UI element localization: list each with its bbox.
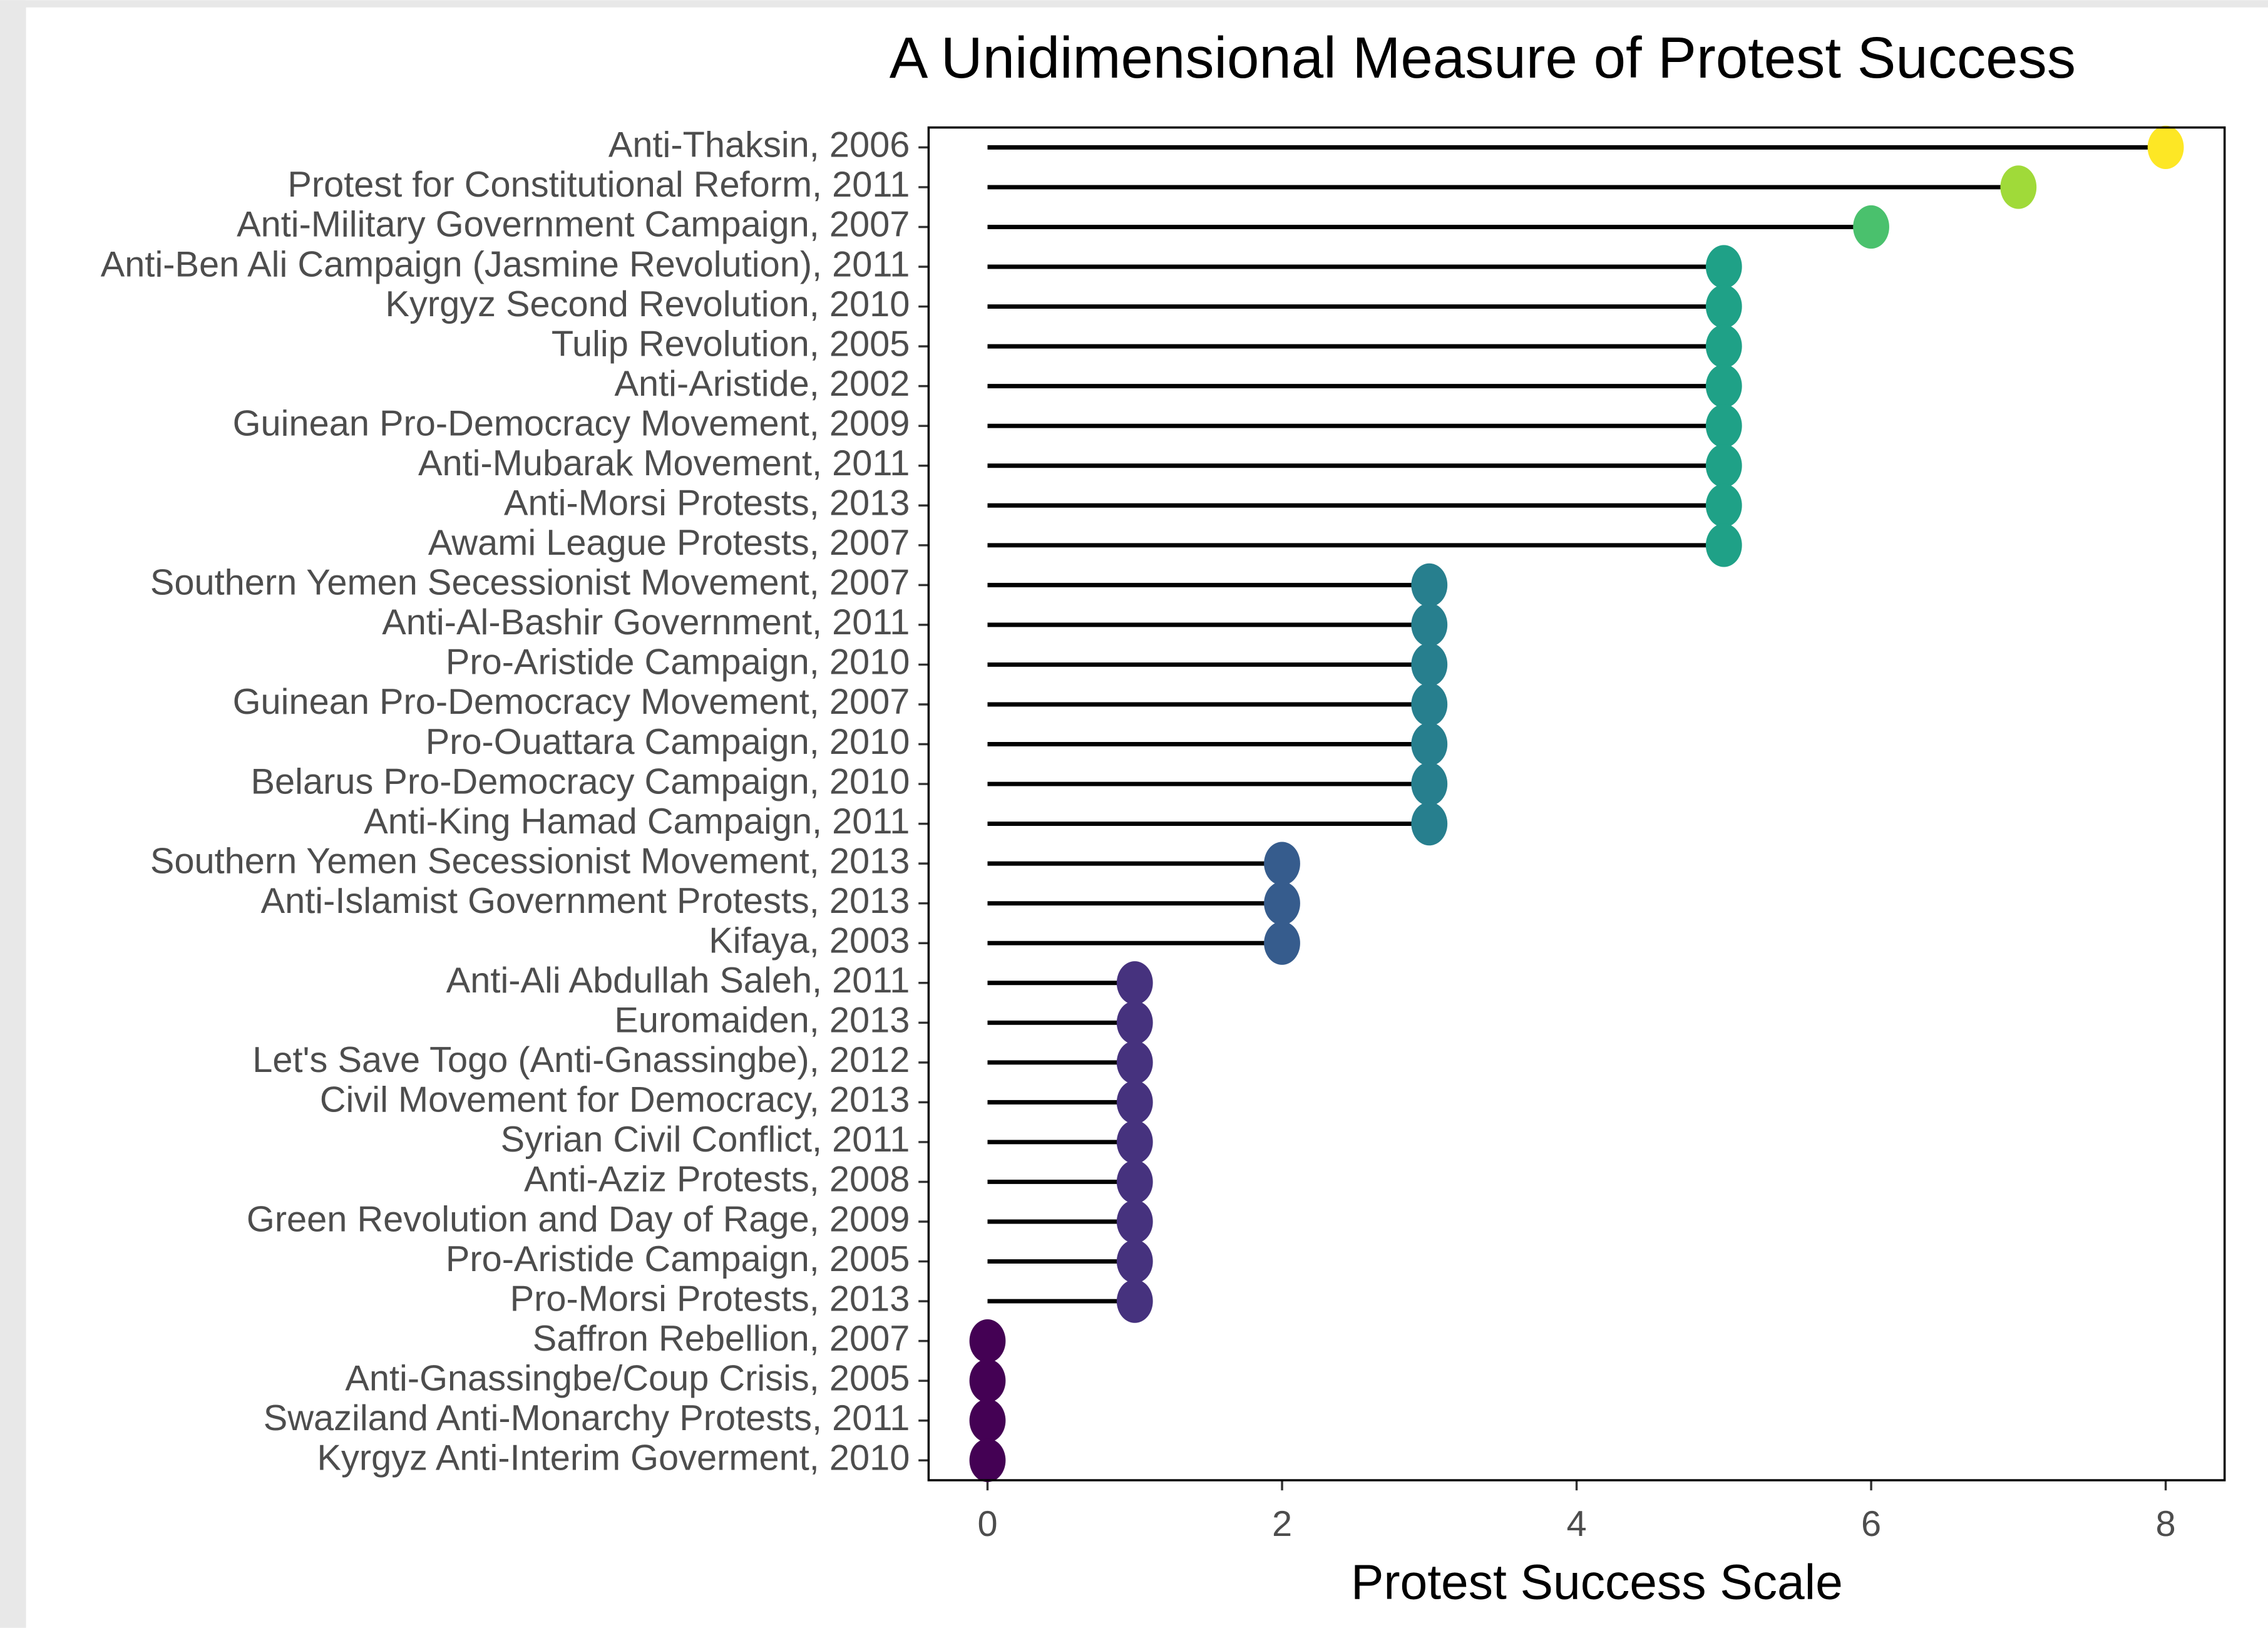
- x-tick-label: 0: [977, 1504, 997, 1544]
- dot: [1705, 364, 1742, 408]
- dot: [1411, 722, 1448, 766]
- y-tick-label: Kifaya, 2003: [709, 920, 910, 961]
- y-tick-label: Guinean Pro-Democracy Movement, 2009: [233, 403, 910, 443]
- dot: [1264, 842, 1300, 885]
- dot: [1116, 1041, 1153, 1084]
- y-tick-label: Swaziland Anti-Monarchy Protests, 2011: [264, 1398, 910, 1438]
- dot: [1705, 245, 1742, 289]
- dot: [1411, 801, 1448, 846]
- y-tick-label: Saffron Rebellion, 2007: [533, 1319, 910, 1359]
- y-tick-label: Awami League Protests, 2007: [428, 523, 910, 563]
- top-strip: [0, 0, 2268, 8]
- dot: [1705, 404, 1742, 448]
- y-tick-label: Anti-Aziz Protests, 2008: [524, 1160, 910, 1200]
- dot: [1116, 1080, 1153, 1125]
- dot: [1411, 603, 1448, 647]
- x-tick-label: 2: [1272, 1504, 1292, 1544]
- panel-border: [927, 126, 2226, 1481]
- y-tick-label: Anti-Military Government Campaign, 2007: [237, 205, 910, 245]
- dot: [1116, 1279, 1153, 1323]
- x-tick-label: 4: [1566, 1504, 1586, 1544]
- y-tick-label: Protest for Constitutional Reform, 2011: [287, 165, 910, 205]
- left-strip: [0, 0, 26, 1628]
- y-tick-label: Anti-Al-Bashir Government, 2011: [382, 602, 910, 642]
- dot: [1411, 563, 1448, 607]
- dot: [2147, 125, 2184, 170]
- dot: [1116, 1001, 1153, 1044]
- y-tick-label: Anti-Ben Ali Campaign (Jasmine Revolutio…: [101, 244, 910, 284]
- y-tick-label: Kyrgyz Second Revolution, 2010: [385, 284, 910, 324]
- y-tick-label: Anti-King Hamad Campaign, 2011: [364, 801, 910, 842]
- dot: [969, 1399, 1006, 1443]
- dot: [1264, 882, 1300, 925]
- dot: [1411, 762, 1448, 806]
- dot: [1116, 1239, 1153, 1284]
- y-tick-label: Anti-Mubarak Movement, 2011: [418, 443, 910, 483]
- dot: [1853, 205, 1889, 249]
- y-tick-label: Euromaiden, 2013: [614, 1001, 910, 1041]
- x-tick-label: 8: [2156, 1504, 2176, 1544]
- dot: [1705, 284, 1742, 329]
- dot: [969, 1438, 1006, 1482]
- dot: [2000, 165, 2037, 209]
- dot: [1411, 683, 1448, 726]
- dot: [1411, 642, 1448, 687]
- dot: [1705, 444, 1742, 488]
- y-tick-label: Tulip Revolution, 2005: [552, 324, 910, 364]
- y-tick-label: Pro-Aristide Campaign, 2005: [446, 1239, 910, 1279]
- y-tick-label: Anti-Islamist Government Protests, 2013: [261, 881, 910, 921]
- dot: [1116, 1160, 1153, 1204]
- dot: [1705, 324, 1742, 368]
- y-tick-label: Southern Yemen Secessionist Movement, 20…: [150, 563, 910, 603]
- y-tick-label: Let's Save Togo (Anti-Gnassingbe), 2012: [252, 1040, 910, 1080]
- dot: [1705, 523, 1742, 567]
- y-tick-label: Anti-Thaksin, 2006: [608, 125, 910, 165]
- y-tick-label: Civil Movement for Democracy, 2013: [320, 1080, 910, 1120]
- y-tick-label: Anti-Gnassingbe/Coup Crisis, 2005: [345, 1358, 910, 1398]
- y-tick-label: Guinean Pro-Democracy Movement, 2007: [233, 682, 910, 722]
- dot: [1116, 1200, 1153, 1244]
- y-tick-label: Southern Yemen Secessionist Movement, 20…: [150, 841, 910, 881]
- y-tick-label: Green Revolution and Day of Rage, 2009: [247, 1199, 910, 1239]
- y-tick-label: Pro-Aristide Campaign, 2010: [446, 642, 910, 683]
- y-tick-label: Kyrgyz Anti-Interim Goverment, 2010: [317, 1438, 910, 1478]
- dot: [969, 1359, 1006, 1403]
- y-tick-label: Pro-Ouattara Campaign, 2010: [426, 722, 910, 762]
- y-tick-label: Anti-Aristide, 2002: [614, 364, 910, 404]
- y-tick-label: Anti-Ali Abdullah Saleh, 2011: [446, 961, 910, 1001]
- dot: [969, 1319, 1006, 1363]
- y-tick-label: Pro-Morsi Protests, 2013: [510, 1279, 910, 1319]
- dot: [1705, 483, 1742, 527]
- y-tick-label: Anti-Morsi Protests, 2013: [504, 483, 910, 523]
- dot: [1264, 921, 1300, 965]
- dot: [1116, 1120, 1153, 1164]
- y-tick-label: Syrian Civil Conflict, 2011: [501, 1120, 910, 1160]
- dot: [1116, 961, 1153, 1005]
- chart-title: A Unidimensional Measure of Protest Succ…: [890, 25, 2076, 90]
- x-tick-label: 6: [1861, 1504, 1881, 1544]
- y-tick-label: Belarus Pro-Democracy Campaign, 2010: [251, 761, 910, 801]
- x-axis-title: Protest Success Scale: [1351, 1554, 1843, 1609]
